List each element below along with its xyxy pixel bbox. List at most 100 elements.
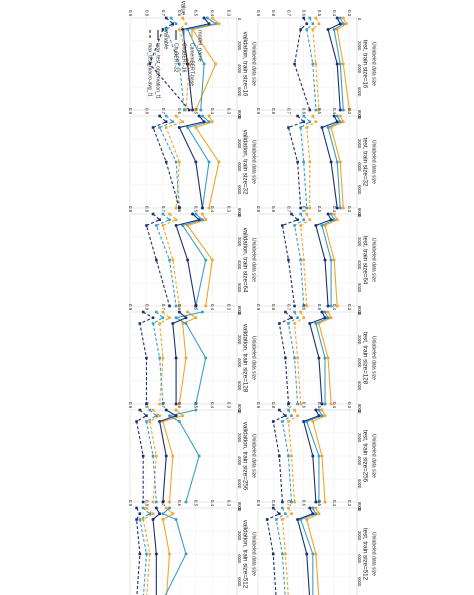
data-point (284, 512, 287, 516)
x-tick-label: 2000 (237, 237, 242, 247)
data-point (284, 310, 287, 314)
data-point (135, 506, 138, 510)
x-axis-label: Unlabeled data size (251, 434, 257, 478)
data-point (287, 126, 290, 129)
y-tick-label: 0.4 (210, 402, 215, 409)
data-point (335, 304, 339, 308)
x-tick-label: 0 (237, 18, 242, 21)
y-tick-label: 0.7 (286, 500, 291, 507)
data-point (202, 16, 206, 20)
data-point (154, 552, 158, 556)
data-point (299, 212, 302, 216)
data-point (290, 414, 293, 418)
data-point (200, 114, 204, 118)
x-tick-label: 4000 (357, 64, 362, 74)
facet-panel: validation, train size=128 0.3 0.4 0.5 0.6 0.… (128, 304, 249, 414)
data-point (202, 62, 206, 66)
y-tick-label: 0.7 (161, 10, 166, 17)
data-point (141, 506, 145, 510)
data-point (329, 316, 333, 320)
y-tick-label: 0.5 (317, 402, 322, 409)
y-tick-label: 0.8 (144, 402, 149, 409)
data-point (151, 512, 155, 516)
data-point (320, 126, 324, 129)
y-tick-label: 0.4 (210, 304, 215, 311)
data-point (281, 224, 284, 227)
data-point (332, 212, 336, 216)
x-tick-label: 2000 (357, 139, 362, 149)
data-point (161, 500, 165, 504)
data-point (200, 218, 204, 222)
data-point (287, 408, 290, 412)
y-tick-label: 0.8 (144, 108, 149, 115)
data-point (141, 518, 145, 521)
x-tick-label: 4000 (237, 260, 242, 270)
data-point (308, 160, 312, 164)
data-point (329, 258, 333, 262)
y-tick-label: 0.4 (210, 10, 215, 17)
y-tick-label: 0.6 (177, 10, 182, 17)
data-point (155, 224, 158, 227)
y-tick-label: 0.5 (194, 10, 199, 17)
data-point (187, 108, 191, 112)
y-tick-label: 0.3 (227, 500, 232, 507)
data-point (217, 22, 221, 26)
data-point (314, 16, 318, 20)
data-point (151, 500, 155, 504)
data-point (311, 28, 315, 31)
data-point (302, 120, 305, 124)
y-tick-label: 0.3 (227, 206, 232, 213)
y-tick-label: 0.9 (128, 10, 133, 17)
y-tick-label: 0.5 (317, 500, 322, 507)
x-axis-label: Unlabeled data size (251, 238, 257, 282)
data-point (311, 62, 315, 66)
y-tick-label: 0.6 (302, 108, 307, 115)
data-point (335, 218, 339, 222)
data-point (181, 16, 184, 20)
data-point (338, 114, 342, 118)
data-point (174, 206, 178, 210)
data-point (171, 454, 175, 458)
facet-panel: validation, train size=256 0.3 0.4 0.5 0.6 0.… (128, 402, 249, 512)
series-line (165, 17, 185, 111)
legend-label: ChuBERT-32 (173, 43, 179, 73)
facet-panel: test, train size=16 0.3 0.4 0.5 0.6 0.7 0.8 0.9… (256, 10, 369, 120)
data-point (158, 356, 161, 360)
data-point (151, 322, 155, 325)
data-point (186, 62, 190, 66)
panel-title: validation, train size=16 (241, 32, 248, 97)
y-tick-label: 0.6 (177, 402, 182, 409)
y-tick-label: 0.9 (256, 206, 261, 213)
data-point (151, 518, 155, 521)
facet-panel: validation, train size=64 0.3 0.4 0.5 0.6 0.7… (128, 206, 249, 316)
y-tick-label: 0.7 (161, 500, 166, 507)
x-tick-label: 0 (357, 214, 362, 217)
facet-panel: validation, train size=16 0.3 0.4 0.5 0.6 0.7… (128, 10, 249, 120)
data-point (200, 310, 204, 314)
data-point (302, 16, 305, 20)
x-tick-label: 4000 (237, 162, 242, 172)
y-tick-label: 0.7 (286, 206, 291, 213)
x-tick-label: 0 (357, 410, 362, 413)
data-point (141, 500, 145, 504)
y-tick-label: 0.7 (161, 206, 166, 213)
x-tick-label: 6000 (237, 87, 242, 97)
data-point (317, 108, 321, 112)
data-point (217, 160, 221, 164)
legend-label: max_test_macro-avg_f1 (147, 43, 153, 97)
data-point (320, 408, 324, 412)
data-point (326, 310, 330, 314)
data-point (338, 108, 342, 112)
data-point (278, 512, 281, 516)
y-tick-label: 0.6 (302, 206, 307, 213)
data-point (299, 310, 302, 314)
data-point (308, 322, 312, 325)
data-point (161, 356, 165, 360)
data-point (210, 258, 214, 262)
data-point (326, 126, 330, 129)
data-point (171, 120, 175, 124)
data-point (168, 506, 172, 510)
data-point (161, 212, 165, 216)
series-line (287, 115, 305, 209)
data-point (314, 552, 318, 556)
